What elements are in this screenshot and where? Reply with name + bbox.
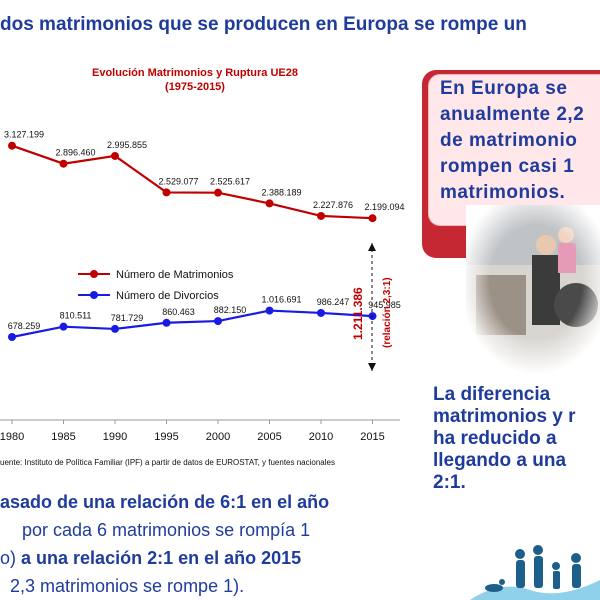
chart-annotation: 1.211.386 (relación 2,3:1): [351, 243, 393, 371]
bottom-line-2: por cada 6 matrimonios se rompía 1: [22, 520, 311, 540]
bottom-line-3b: a una relación 2:1 en el año 2015: [21, 548, 302, 568]
chart: 1980 1985 1990 1995 2000 2005 2010 2015 3.127.1…: [0, 130, 405, 443]
data-point: [111, 151, 119, 160]
annotation-arrow-top: [368, 243, 376, 251]
chart-title-main: Evolución Matrimonios y Ruptura UE28: [92, 67, 298, 79]
data-label: 3.127.199: [4, 130, 44, 140]
headline: dos matrimonios que se producen en Europ…: [0, 14, 527, 35]
data-point: [265, 306, 274, 315]
source-note: uente: Instituto de Política Familiar (I…: [0, 458, 335, 467]
x-tick-label: 2010: [309, 431, 333, 443]
bottom-line-4: 2,3 matrimonios se rompe 1).: [10, 576, 245, 596]
legend-label-marriages: Número de Matrimonios: [116, 269, 234, 281]
data-point: [214, 188, 222, 197]
callout-line: anualmente 2,2: [440, 104, 585, 125]
data-point: [8, 141, 16, 150]
family-silhouette-icon: [470, 545, 600, 600]
difference-line: ha reducido a: [433, 428, 557, 449]
data-point: [59, 159, 68, 168]
callout-inner: [428, 74, 600, 226]
legend-marker-divorces: [90, 291, 98, 299]
data-point: [214, 317, 222, 326]
data-label: 2.896.460: [55, 148, 95, 158]
x-tick-label: 1980: [0, 431, 24, 443]
data-label: 2.388.189: [261, 187, 301, 197]
callout-line: En Europa se: [440, 78, 568, 99]
data-point: [162, 188, 171, 197]
data-label: 860.463: [162, 307, 195, 317]
bottom-text: asado de una relación de 6:1 en el año p…: [0, 488, 400, 600]
difference-line: llegando a una: [433, 450, 567, 471]
data-point: [162, 318, 171, 327]
difference-line: 2:1.: [433, 472, 466, 493]
data-label: 1.016.691: [261, 295, 301, 305]
bottom-line-1: asado de una relación de 6:1 en el año: [0, 492, 330, 512]
x-tick-label: 2005: [257, 431, 281, 443]
chart-grid: 1980 1985 1990 1995 2000 2005 2010 2015: [0, 419, 400, 443]
series-line-1: [11, 309, 373, 339]
data-point: [317, 211, 325, 220]
x-tick-label: 2000: [206, 431, 230, 443]
series-line-0: [11, 144, 373, 220]
annotation-value: 1.211.386: [351, 287, 365, 340]
bottom-line-3a: o): [0, 548, 17, 568]
difference-line: matrimonios y r: [433, 406, 576, 427]
data-label: 678.259: [8, 321, 41, 331]
chart-series: 3.127.199 2.896.460 2.995.855 2.529.077 2.52…: [4, 130, 405, 342]
callout-line: de matrimonio: [440, 130, 578, 151]
family-photo: [466, 205, 600, 375]
x-tick-label: 1995: [154, 431, 178, 443]
data-point: [8, 333, 16, 342]
data-point: [59, 322, 68, 331]
data-label: 2.525.617: [210, 177, 250, 187]
x-tick-label: 1985: [51, 431, 75, 443]
chart-legend: Número de Matrimonios Número de Divorcio…: [78, 269, 234, 302]
data-point: [317, 308, 325, 317]
chart-title: Evolución Matrimonios y Ruptura UE28 (19…: [20, 66, 370, 94]
callout-text: En Europa se anualmente 2,2 de matrimoni…: [440, 76, 600, 206]
data-point: [265, 199, 274, 208]
x-tick-label: 2015: [360, 431, 384, 443]
data-label: 2.199.094: [364, 202, 404, 212]
data-label: 2.529.077: [158, 176, 198, 186]
chart-subtitle: (1975-2015): [165, 81, 225, 93]
legend-label-divorces: Número de Divorcios: [116, 290, 219, 302]
legend-marker-marriages: [90, 270, 98, 278]
data-label: 810.511: [60, 311, 92, 321]
data-label: 2.995.855: [107, 140, 147, 150]
callout-line: matrimonios.: [440, 182, 566, 203]
difference-line: La diferencia: [433, 384, 551, 405]
annotation-arrow-bottom: [368, 363, 376, 371]
data-label: 2.227.876: [313, 200, 353, 210]
data-label: 986.247: [317, 297, 350, 307]
callout-line: rompen casi 1: [440, 156, 575, 177]
data-label: 945.985: [368, 300, 401, 310]
data-point: [368, 214, 377, 223]
x-tick-label: 1990: [103, 431, 127, 443]
data-label: 882.150: [214, 305, 247, 315]
difference-text: La diferencia matrimonios y r ha reducid…: [433, 384, 600, 494]
annotation-note: (relación 2,3:1): [382, 277, 393, 348]
data-label: 781.729: [111, 313, 144, 323]
data-point: [111, 324, 119, 333]
